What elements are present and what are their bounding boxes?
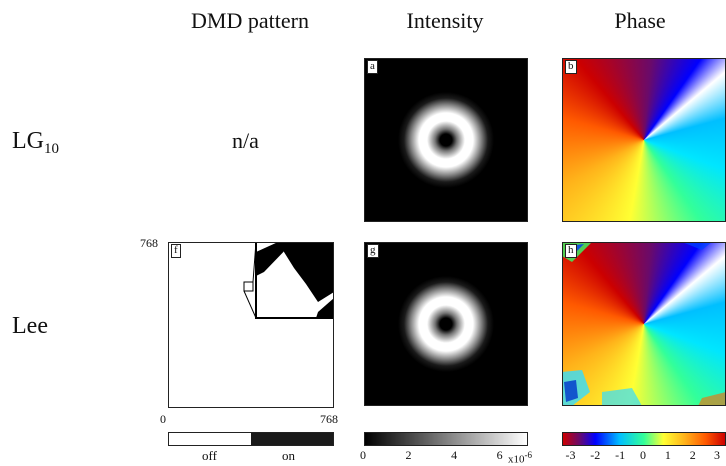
panel-letter-h: h (565, 244, 577, 258)
panel-a-intensity-lg10: a (364, 58, 528, 222)
phase-tick-label: 3 (714, 448, 720, 462)
dmd-colorbar (168, 432, 334, 446)
panel-b-phase-lg10: b (562, 58, 726, 222)
row-label-lg10: LG10 (12, 128, 59, 158)
row-label-lg-main: LG (12, 128, 44, 154)
phase-tick-label: -1 (615, 448, 626, 462)
intensity-multiplier-exponent: -6 (524, 450, 533, 460)
column-header-intensity: Intensity (406, 8, 484, 33)
intensity-colorbar (364, 432, 528, 446)
phase-colorbar (562, 432, 726, 446)
intensity-tick-label: 6 (496, 448, 503, 462)
dmd-colorbar-on-segment (251, 433, 333, 445)
panel-letter-g: g (367, 244, 379, 258)
phase-tick-label: -3 (565, 448, 576, 462)
panel-letter-b: b (565, 60, 577, 74)
column-header-dmd-pattern: DMD pattern (191, 8, 309, 33)
intensity-tick-label: 2 (405, 448, 412, 462)
dmd-colorbar-on-label: on (282, 448, 295, 463)
column-header-phase: Phase (614, 8, 666, 33)
phase-tick-label: -2 (590, 448, 601, 462)
intensity-tick-label: 0 (360, 448, 366, 462)
panel-letter-f: f (171, 244, 181, 258)
phase-tick-label: 2 (689, 448, 696, 462)
panel-letter-a: a (367, 60, 378, 74)
dmd-colorbar-off-label: off (202, 448, 217, 463)
dmd-axis-x-right-label: 768 (320, 412, 338, 426)
phase-tick-label: 0 (640, 448, 646, 462)
panel-f-dmd-pattern-lee: f (168, 242, 334, 408)
intensity-multiplier-base: x10 (508, 453, 525, 466)
row-label-lg-subscript: 10 (44, 141, 59, 157)
intensity-tick-label: 4 (451, 448, 458, 462)
panel-g-intensity-lee: g (364, 242, 528, 406)
intensity-colorbar-multiplier: x10-6 (508, 450, 532, 466)
phase-noise-overlay (563, 243, 725, 405)
phase-tick-label: 1 (664, 448, 671, 462)
dmd-not-applicable: n/a (232, 128, 259, 153)
dmd-pattern-graphic (169, 243, 333, 407)
dmd-axis-y-top-label: 768 (140, 236, 158, 250)
dmd-colorbar-off-segment (169, 433, 251, 445)
row-label-lee: Lee (12, 313, 48, 339)
panel-h-phase-lee: h (562, 242, 726, 406)
dmd-axis-x-left-label: 0 (160, 412, 166, 426)
